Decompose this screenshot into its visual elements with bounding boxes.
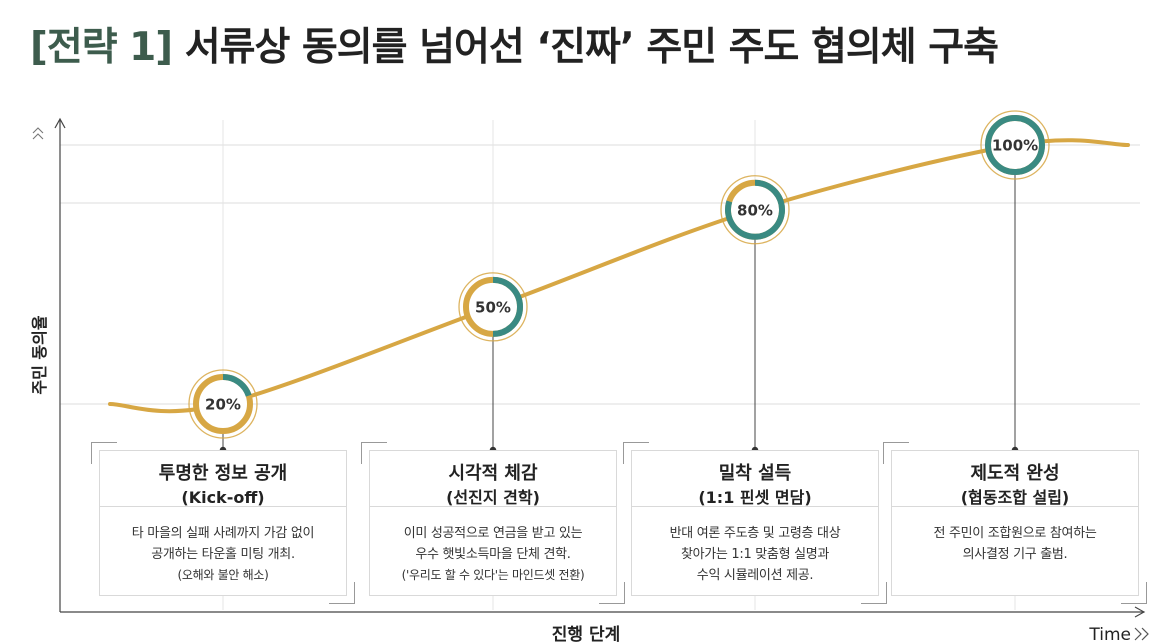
- y-axis-chevron-icon: [32, 127, 44, 140]
- data-label: 50%: [475, 298, 511, 316]
- crop-mark: [354, 582, 355, 604]
- stage-card-header: 시각적 체감 (선진지 견학): [370, 451, 616, 507]
- x-axis-label: 진행 단계: [552, 625, 620, 643]
- stage-card: 투명한 정보 공개 (Kick-off) 타 마을의 실패 사례까지 가감 없이 공개…: [99, 450, 347, 596]
- marker-halo: [720, 175, 790, 245]
- marker-progress: [222, 374, 252, 397]
- axes: [32, 117, 1149, 641]
- markers: 20% 50% 80% 100%: [188, 110, 1050, 439]
- crop-mark: [599, 603, 625, 604]
- data-label: 80%: [737, 201, 773, 219]
- milestone-marker: 20%: [188, 369, 258, 439]
- x-axis-chevron-icon: [1134, 627, 1149, 641]
- marker-fill: [988, 118, 1042, 172]
- stage-description-line: 이미 성공적으로 연금을 받고 있는: [403, 526, 583, 541]
- crop-mark: [91, 442, 92, 464]
- marker-progress: [985, 115, 1045, 175]
- stage-card-header: 밀착 설득 (1:1 핀셋 면담): [632, 451, 878, 507]
- stage-title: 밀착 설득: [718, 463, 792, 484]
- stage-title: 투명한 정보 공개: [158, 463, 288, 484]
- crop-mark: [1121, 603, 1147, 604]
- crop-mark: [624, 582, 625, 604]
- crop-mark: [883, 442, 884, 464]
- crop-mark: [1146, 582, 1147, 604]
- stage-description-line: 우수 햇빛소득마을 단체 견학.: [415, 547, 571, 562]
- y-axis-arrow: [54, 117, 66, 129]
- stage-title: 시각적 체감: [448, 463, 538, 484]
- data-label: 100%: [992, 137, 1038, 155]
- stage-description-line: 의사결정 기구 출범.: [962, 547, 1068, 562]
- crop-mark: [329, 603, 355, 604]
- marker-progress: [725, 179, 785, 240]
- stage-title: 제도적 완성: [970, 463, 1060, 484]
- marker-fill: [196, 377, 250, 431]
- crop-mark: [361, 442, 362, 464]
- crop-mark: [91, 442, 117, 443]
- marker-fill: [466, 279, 520, 334]
- stage-card-header: 투명한 정보 공개 (Kick-off): [100, 451, 346, 507]
- crop-mark: [623, 442, 649, 443]
- stage-card: 제도적 완성 (협동조합 설립) 전 주민이 조합원으로 참여하는 의사결정 기구 출…: [891, 450, 1139, 596]
- data-label: 20%: [205, 396, 241, 414]
- stage-card: 시각적 체감 (선진지 견학) 이미 성공적으로 연금을 받고 있는 우수 햇빛소득마…: [369, 450, 617, 596]
- page-title: [전략 1] 서류상 동의를 넘어선 ‘진짜’ 주민 주도 협의체 구축: [30, 22, 999, 74]
- stage-description-line: 반대 여론 주도층 및 고령층 대상: [669, 526, 841, 541]
- stage-description-line: 타 마을의 실패 사례까지 가감 없이: [131, 526, 315, 541]
- marker-progress: [492, 276, 523, 337]
- stage-description-line: 수익 시뮬레이션 제공.: [696, 568, 814, 583]
- stage-subtitle: (선진지 견학): [446, 488, 540, 507]
- stage-description-line: ('우리도 할 수 있다'는 마인드셋 전환): [401, 568, 585, 582]
- y-axis-label: 주민 동의율: [30, 315, 49, 394]
- stage-description-line: 공개하는 타운홀 미팅 개최.: [151, 547, 295, 562]
- stage-card-header: 제도적 완성 (협동조합 설립): [892, 451, 1138, 507]
- milestone-marker: 50%: [458, 272, 528, 342]
- stage-subtitle: (협동조합 설립): [960, 488, 1070, 507]
- marker-halo: [980, 110, 1050, 180]
- crop-mark: [623, 442, 624, 464]
- adoption-curve: [108, 138, 1130, 414]
- stage-description-line: (오해와 불안 해소): [177, 568, 269, 582]
- title-bracket: [전략 1]: [30, 25, 173, 70]
- crop-mark: [361, 442, 387, 443]
- stage-description-line: 찾아가는 1:1 맞춤형 실명과: [680, 547, 830, 562]
- crop-mark: [883, 442, 909, 443]
- stage-subtitle: (Kick-off): [181, 488, 265, 507]
- crop-mark: [861, 603, 887, 604]
- crop-mark: [886, 582, 887, 604]
- marker-halo: [188, 369, 258, 439]
- time-label: Time: [1088, 625, 1131, 643]
- marker-fill: [728, 182, 782, 237]
- title-main: 서류상 동의를 넘어선 ‘진짜’ 주민 주도 협의체 구축: [184, 25, 999, 70]
- x-axis-arrow: [1134, 606, 1146, 618]
- stage-subtitle: (1:1 핀셋 면담): [698, 488, 812, 507]
- milestone-marker: 80%: [720, 175, 790, 245]
- connectors: [219, 172, 1019, 454]
- milestone-marker: 100%: [980, 110, 1050, 180]
- marker-halo: [458, 272, 528, 342]
- stage-card: 밀착 설득 (1:1 핀셋 면담) 반대 여론 주도층 및 고령층 대상 찾아가는 1…: [631, 450, 879, 596]
- stage-description-line: 전 주민이 조합원으로 참여하는: [933, 526, 1097, 541]
